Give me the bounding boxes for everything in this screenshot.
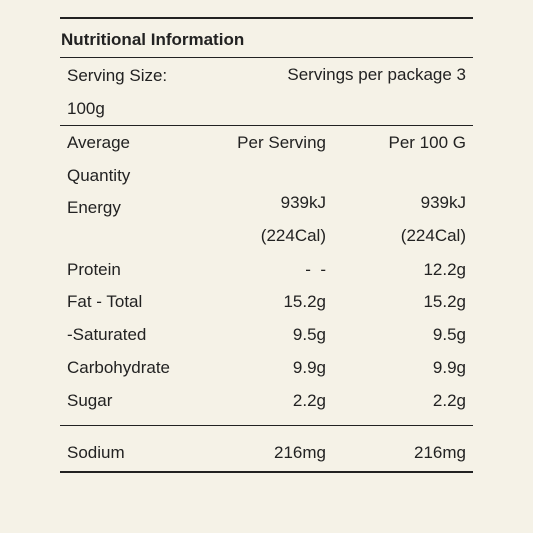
rule bbox=[60, 425, 473, 426]
cell: 2.2g bbox=[292, 391, 326, 410]
header-per-serving: Per Serving bbox=[237, 133, 326, 152]
cell: 9.5g bbox=[432, 325, 466, 344]
row-label: Sugar bbox=[67, 391, 113, 410]
row-label: -Saturated bbox=[67, 325, 147, 344]
servings-per-package: Servings per package 3 bbox=[287, 65, 466, 84]
cell: 9.9g bbox=[432, 358, 466, 377]
header-per-100g: Per 100 G bbox=[388, 133, 467, 152]
cell: - - bbox=[305, 260, 326, 279]
cell: 216mg bbox=[274, 443, 326, 462]
rule bbox=[60, 17, 473, 19]
row-label: Sodium bbox=[67, 443, 125, 462]
cell: 15.2g bbox=[283, 292, 326, 311]
rule bbox=[60, 471, 473, 473]
cell: 12.2g bbox=[423, 260, 466, 279]
row-label: Protein bbox=[67, 260, 121, 279]
serving-size: Serving Size: 100g bbox=[67, 66, 172, 118]
cell: 9.5g bbox=[292, 325, 326, 344]
cell: 216mg bbox=[414, 443, 466, 462]
title: Nutritional Information bbox=[61, 30, 245, 49]
row-label: Fat - Total bbox=[67, 292, 143, 311]
header-label: Average Quantity bbox=[67, 133, 135, 185]
row-label: Carbohydrate bbox=[67, 358, 171, 377]
cell: 939kJ (224Cal) bbox=[260, 193, 331, 245]
cell: 15.2g bbox=[423, 292, 466, 311]
cell: 9.9g bbox=[292, 358, 326, 377]
rule bbox=[60, 125, 473, 126]
row-label: Energy bbox=[67, 198, 121, 217]
rule bbox=[60, 57, 473, 58]
cell: 2.2g bbox=[432, 391, 466, 410]
cell: 939kJ (224Cal) bbox=[400, 193, 471, 245]
